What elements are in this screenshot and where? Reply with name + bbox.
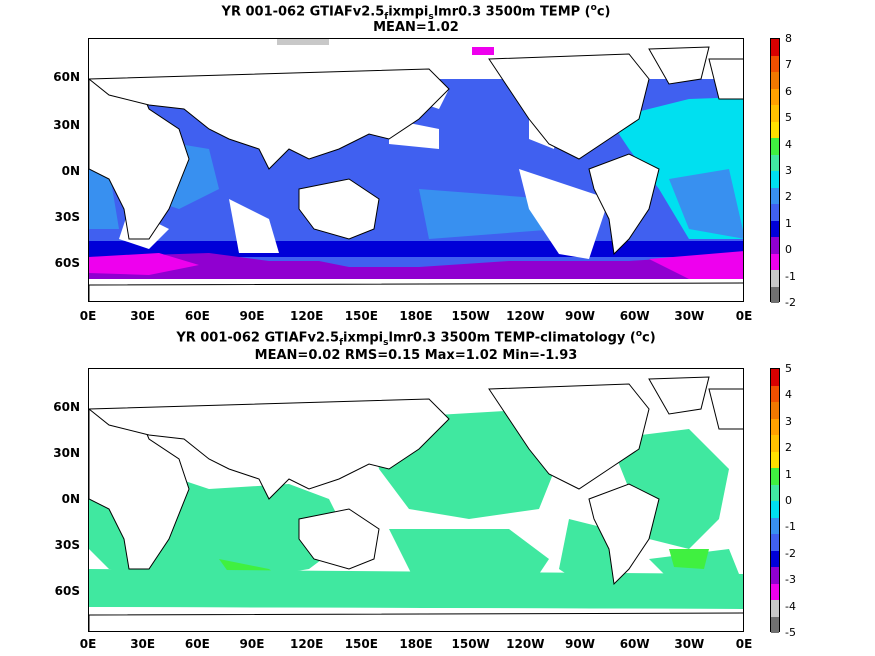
colorbar-label: 6	[785, 84, 792, 98]
lon-label: 120W	[506, 309, 545, 323]
lon-label: 150E	[344, 309, 378, 323]
lon-label: 120E	[290, 637, 324, 651]
lon-label: 150E	[344, 637, 378, 651]
colorbar-label: 0	[785, 494, 792, 507]
colorbar-swatch	[771, 270, 779, 287]
lon-label: 60W	[619, 309, 650, 323]
panel2-map	[88, 368, 744, 632]
lat-label-30s-2: 30S	[54, 538, 80, 552]
lon-label: 120E	[290, 309, 324, 323]
colorbar-swatch	[771, 369, 779, 386]
colorbar-swatch	[771, 451, 779, 468]
lon-label: 30W	[674, 637, 705, 651]
colorbar-swatch	[771, 418, 779, 435]
colorbar-label: 1	[785, 467, 792, 481]
colorbar-label: 5	[785, 362, 792, 375]
lon-label: 90W	[565, 309, 595, 323]
colorbar-label: -5	[785, 626, 796, 639]
colorbar-swatch	[771, 517, 779, 534]
colorbar-swatch	[771, 402, 779, 419]
colorbar-swatch	[771, 154, 779, 171]
colorbar-swatch	[771, 534, 779, 551]
panel1-map	[88, 38, 744, 302]
lon-label: 150W	[451, 309, 490, 323]
lon-label: 90E	[239, 309, 265, 323]
colorbar-swatch	[771, 138, 779, 155]
colorbar-swatch	[771, 171, 779, 188]
lat-label-60n-2: 60N	[53, 400, 80, 414]
colorbar-swatch	[771, 550, 779, 567]
lat-label-60n: 60N	[53, 70, 80, 84]
panel2-colorbar	[770, 368, 780, 633]
lat-label-60s: 60S	[54, 256, 80, 270]
lat-label-30n: 30N	[53, 118, 80, 132]
colorbar-swatch	[771, 501, 779, 518]
colorbar-swatch	[771, 204, 779, 221]
colorbar-swatch	[771, 484, 779, 501]
lon-label: 0E	[735, 309, 753, 323]
colorbar-swatch	[771, 567, 779, 584]
colorbar-label: 7	[785, 58, 792, 72]
lat-label-30s: 30S	[54, 210, 80, 224]
lon-label: 60W	[619, 637, 650, 651]
panel1-stats: MEAN=1.02	[373, 20, 459, 35]
colorbar-swatch	[771, 237, 779, 254]
lat-label-60s-2: 60S	[54, 584, 80, 598]
lon-label: 30W	[674, 309, 705, 323]
panel2-stats: MEAN=0.02 RMS=0.15 Max=1.02 Min=-1.93	[254, 348, 578, 363]
colorbar-label: 4	[785, 388, 792, 402]
lon-label: 180E	[399, 637, 433, 651]
colorbar-label: 4	[785, 137, 792, 151]
colorbar-swatch	[771, 121, 779, 138]
panel1-colorbar	[770, 38, 780, 303]
colorbar-label: -1	[785, 520, 796, 534]
colorbar-label: 8	[785, 32, 792, 45]
colorbar-swatch	[771, 468, 779, 485]
lon-label: 60E	[184, 637, 210, 651]
lat-label-0n-2: 0N	[61, 492, 80, 506]
colorbar-swatch	[771, 583, 779, 600]
lon-label: 90E	[239, 637, 265, 651]
lon-label: 0E	[79, 309, 97, 323]
colorbar-swatch	[771, 39, 779, 56]
colorbar-swatch	[771, 253, 779, 270]
colorbar-label: 1	[785, 216, 792, 230]
colorbar-swatch	[771, 616, 779, 633]
panel2-title: YR 001-062 GTIAFv2.5fixmpislmr0.3 3500m …	[176, 329, 656, 348]
colorbar-label: 3	[785, 164, 792, 177]
lon-label: 30E	[130, 637, 156, 651]
colorbar-label: 2	[785, 190, 792, 204]
colorbar-swatch	[771, 385, 779, 402]
lon-label: 120W	[506, 637, 545, 651]
colorbar-swatch	[771, 187, 779, 204]
colorbar-label: -1	[785, 269, 796, 283]
colorbar-label: -4	[785, 599, 796, 613]
lat-label-0n: 0N	[61, 164, 80, 178]
colorbar-swatch	[771, 600, 779, 617]
lon-label: 60E	[184, 309, 210, 323]
colorbar-swatch	[771, 435, 779, 452]
panel1-title: YR 001-062 GTIAFv2.5fixmpislmr0.3 3500m …	[221, 3, 611, 22]
colorbar-swatch	[771, 72, 779, 89]
colorbar-label: 3	[785, 414, 792, 428]
colorbar-swatch	[771, 55, 779, 72]
colorbar-swatch	[771, 220, 779, 237]
lon-label: 0E	[79, 637, 97, 651]
colorbar-swatch	[771, 88, 779, 105]
colorbar-swatch	[771, 105, 779, 122]
colorbar-label: 5	[785, 111, 792, 125]
colorbar-label: -2	[785, 546, 796, 560]
colorbar-label: 2	[785, 441, 792, 455]
lon-label: 180E	[399, 309, 433, 323]
lon-label: 90W	[565, 637, 595, 651]
lon-label: 30E	[130, 309, 156, 323]
colorbar-swatch	[771, 286, 779, 303]
lon-label: 0E	[735, 637, 753, 651]
colorbar-label: -3	[785, 573, 796, 587]
colorbar-label: 0	[785, 243, 792, 257]
lat-label-30n-2: 30N	[53, 446, 80, 460]
lon-label: 150W	[451, 637, 490, 651]
colorbar-label: -2	[785, 296, 796, 309]
